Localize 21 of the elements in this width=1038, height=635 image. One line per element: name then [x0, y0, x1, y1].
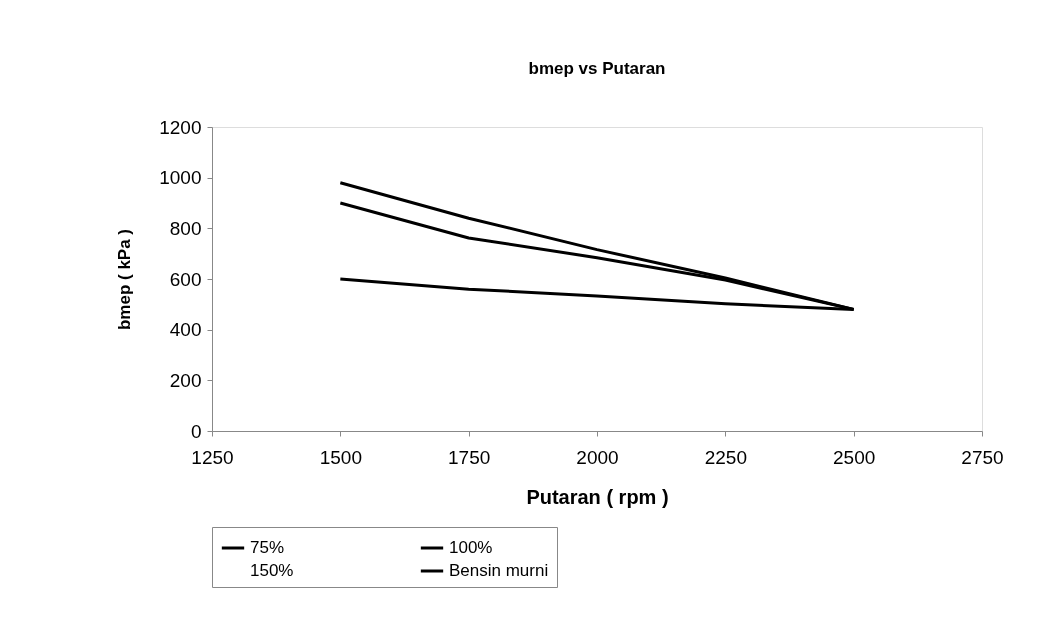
y-tick-label: 200: [169, 369, 202, 391]
y-tick-label: 600: [169, 268, 202, 290]
legend-label: 75%: [250, 538, 285, 557]
y-tick-label: 800: [169, 217, 202, 239]
legend-label: 100%: [449, 538, 493, 557]
y-tick-label: 0: [190, 420, 202, 442]
x-tick-label: 2250: [704, 446, 747, 468]
text: 150%: [250, 561, 294, 580]
y-axis-title: bmep ( kPa ): [115, 228, 135, 331]
x-axis-title: Putaran ( rpm ): [526, 485, 669, 508]
legend-label: Bensin murni: [449, 561, 549, 580]
y-tick-label: 400: [169, 319, 202, 341]
x-tick-label: 1250: [191, 446, 234, 468]
x-tick-label: 1500: [319, 446, 362, 468]
x-tick-label: 2750: [961, 446, 1004, 468]
x-tick-label: 2500: [833, 446, 876, 468]
y-tick-label: 1200: [159, 116, 202, 138]
chart-title: bmep vs Putaran: [528, 59, 666, 78]
x-tick-label: 2000: [576, 446, 619, 468]
y-tick-label: 1000: [159, 167, 202, 189]
x-tick-label: 1750: [448, 446, 491, 468]
